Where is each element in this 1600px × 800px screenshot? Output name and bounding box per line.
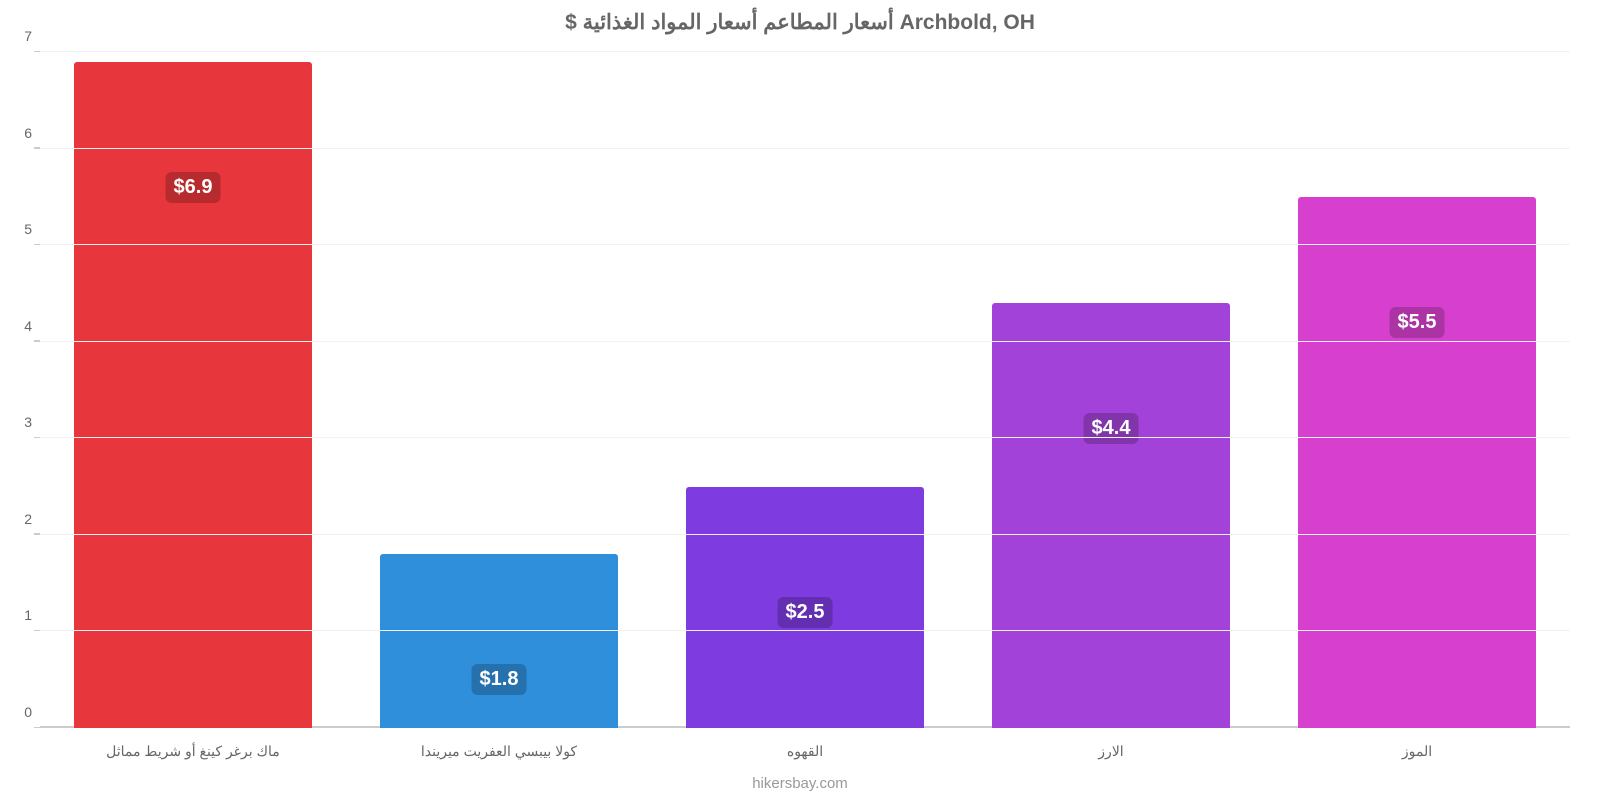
source-label: hikersbay.com — [0, 775, 1600, 792]
y-tick-label: 0 — [24, 704, 40, 720]
x-tick-label: كولا بيبسي العفريت ميريندا — [346, 743, 652, 760]
bar: $4.4 — [992, 303, 1231, 728]
bar-slot: $5.5 — [1264, 52, 1570, 728]
bar-value-label: $4.4 — [1084, 413, 1139, 444]
gridline — [40, 244, 1570, 245]
bar-value-label: $5.5 — [1390, 307, 1445, 338]
y-tick-label: 6 — [24, 125, 40, 141]
bar-slot: $1.8 — [346, 52, 652, 728]
y-tick-label: 5 — [24, 221, 40, 237]
gridline — [40, 148, 1570, 149]
x-tick-label: القهوه — [652, 743, 958, 760]
y-tick-mark — [34, 244, 40, 246]
gridline — [40, 437, 1570, 438]
gridline — [40, 51, 1570, 52]
bar-slot: $6.9 — [40, 52, 346, 728]
chart-title: Archbold, OH أسعار المطاعم أسعار المواد … — [0, 10, 1600, 35]
y-tick-mark — [34, 630, 40, 632]
bar: $1.8 — [380, 554, 619, 728]
gridline — [40, 630, 1570, 631]
y-tick-mark — [34, 340, 40, 342]
y-tick-mark — [34, 727, 40, 729]
bar-slot: $4.4 — [958, 52, 1264, 728]
y-tick-label: 4 — [24, 318, 40, 334]
y-tick-label: 2 — [24, 511, 40, 527]
bar-value-label: $2.5 — [778, 597, 833, 628]
x-axis-labels: ماك برغر كينغ أو شريط مماثلكولا بيبسي ال… — [40, 743, 1570, 760]
y-tick-mark — [34, 533, 40, 535]
bars-container: $6.9 $1.8 $2.5 $4.4 $5.5 — [40, 52, 1570, 728]
x-tick-label: ماك برغر كينغ أو شريط مماثل — [40, 743, 346, 760]
bar: $6.9 — [74, 62, 313, 728]
y-tick-label: 1 — [24, 607, 40, 623]
x-tick-label: الموز — [1264, 743, 1570, 760]
bar-slot: $2.5 — [652, 52, 958, 728]
y-tick-mark — [34, 437, 40, 439]
bar-value-label: $6.9 — [166, 172, 221, 203]
price-bar-chart: Archbold, OH أسعار المطاعم أسعار المواد … — [0, 0, 1600, 800]
plot-area: $6.9$1.8$2.5$4.4$5.5 01234567 — [40, 52, 1570, 728]
y-tick-label: 3 — [24, 414, 40, 430]
gridline — [40, 341, 1570, 342]
bar-value-label: $1.8 — [472, 664, 527, 695]
bar: $2.5 — [686, 487, 925, 728]
gridline — [40, 534, 1570, 535]
y-tick-mark — [34, 147, 40, 149]
x-tick-label: الارز — [958, 743, 1264, 760]
bar: $5.5 — [1298, 197, 1537, 728]
y-tick-mark — [34, 51, 40, 53]
y-tick-label: 7 — [24, 28, 40, 44]
